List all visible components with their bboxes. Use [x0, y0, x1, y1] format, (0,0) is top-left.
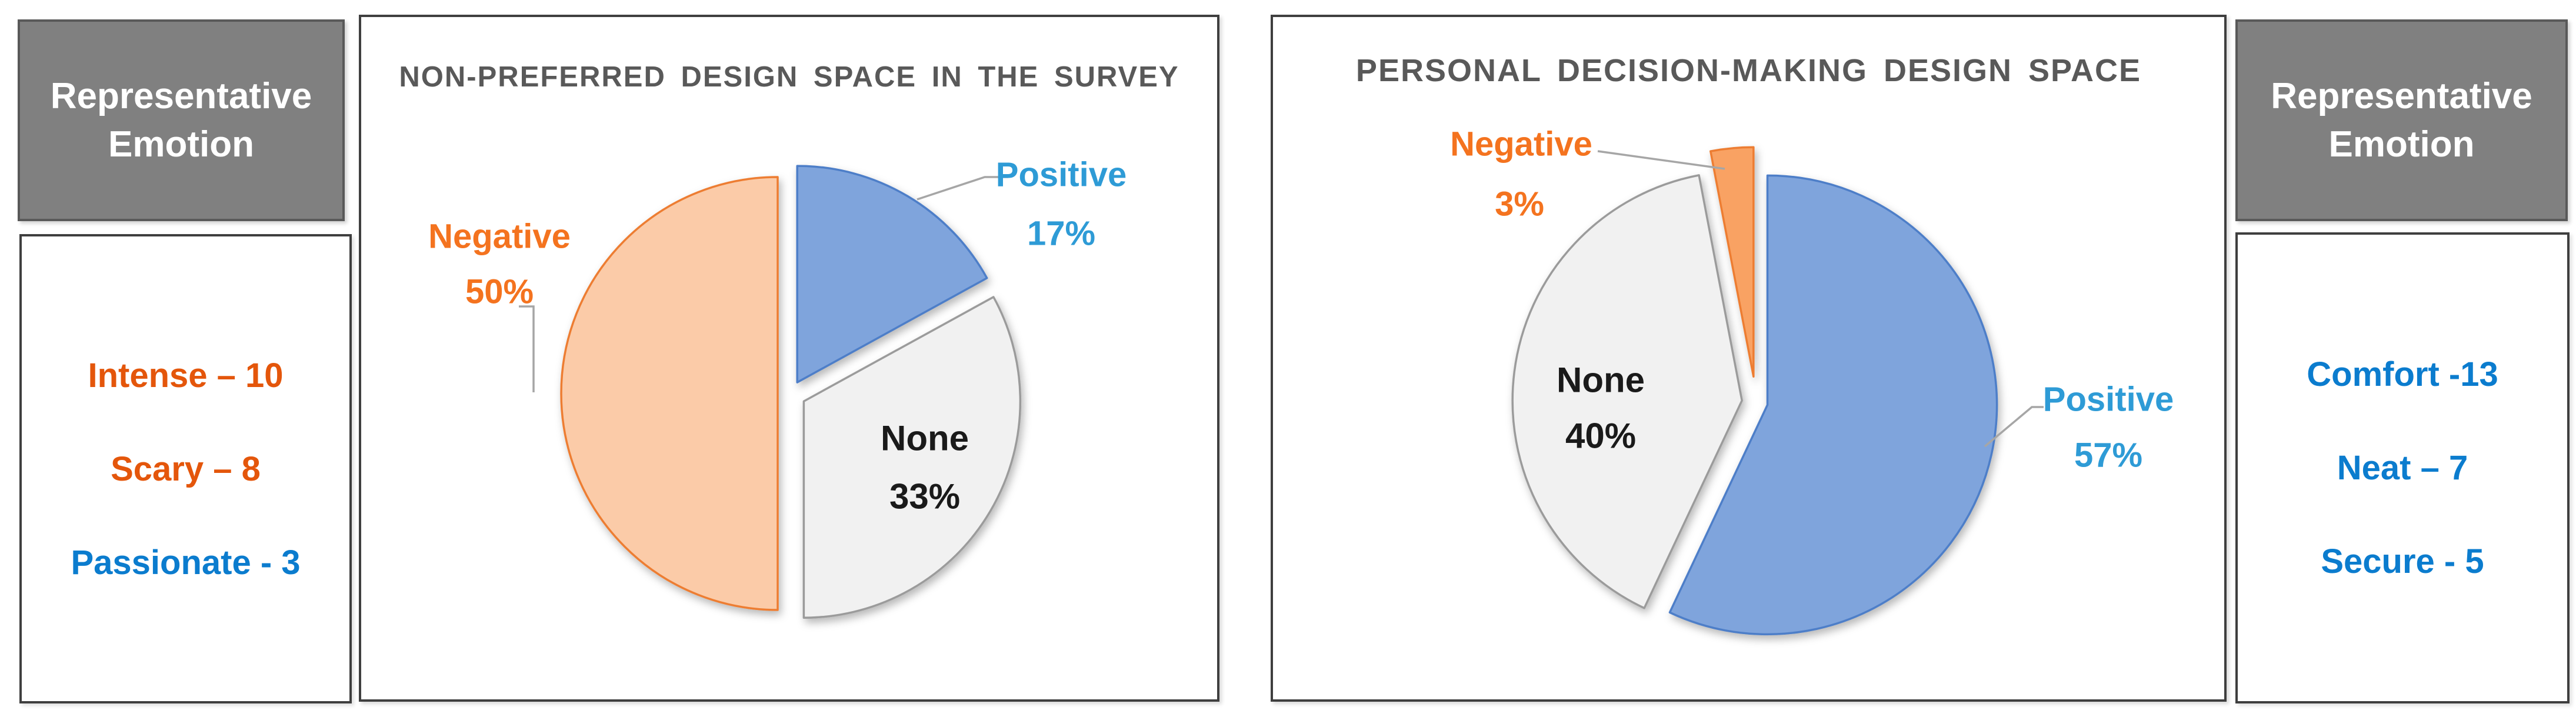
chart-title: NON-PREFERRED DESIGN SPACE IN THE SURVEY [399, 61, 1179, 93]
pie-chart-personal-decision [1511, 146, 2044, 636]
slice-pct-negative: 3% [1495, 185, 1544, 224]
slice-label-none: None [1557, 360, 1645, 400]
slice-pct-positive: 17% [1027, 214, 1096, 253]
pie-slice-none [802, 296, 1022, 619]
pie-slice-none [1511, 174, 1743, 609]
left-header-label: Representative Emotion [50, 75, 312, 165]
pie-chart-non-preferred [519, 165, 1022, 619]
list-item: Intense – 10 [88, 356, 284, 395]
left-representative-emotion-header: Representative Emotion [18, 19, 345, 221]
pie-chart-panel-personal-decision: PERSONAL DECISION-MAKING DESIGN SPACE Ne… [1271, 15, 2227, 702]
slice-pct-negative: 50% [465, 272, 534, 311]
right-header-label: Representative Emotion [2271, 75, 2532, 165]
right-emotion-list: Comfort -13 Neat – 7 Secure - 5 [2235, 232, 2570, 703]
list-item: Passionate - 3 [71, 543, 301, 582]
label-leader-line [1597, 150, 1725, 170]
list-item: Neat – 7 [2337, 449, 2468, 487]
pie-slice-positive [796, 165, 988, 383]
slice-label-positive: Positive [2042, 380, 2174, 419]
chart-title: PERSONAL DECISION-MAKING DESIGN SPACE [1355, 53, 2142, 88]
pie-slice-positive [1668, 174, 1998, 636]
slice-label-negative: Negative [1450, 125, 1592, 164]
pie-chart-panel-non-preferred: NON-PREFERRED DESIGN SPACE IN THE SURVEY… [359, 15, 1219, 702]
pie-slice-negative [1709, 146, 1755, 378]
slice-pct-none: 33% [889, 476, 961, 516]
label-leader-line [519, 305, 535, 392]
slice-pct-positive: 57% [2074, 436, 2143, 475]
slice-label-none: None [881, 418, 969, 458]
right-representative-emotion-header: Representative Emotion [2235, 19, 2568, 221]
list-item: Comfort -13 [2307, 355, 2498, 393]
slice-label-negative: Negative [428, 217, 571, 256]
list-item: Secure - 5 [2321, 542, 2484, 581]
slice-pct-none: 40% [1565, 416, 1637, 456]
list-item: Scary – 8 [111, 449, 261, 488]
label-leader-line [1984, 406, 2044, 448]
pie-slice-negative [560, 176, 779, 611]
slice-label-positive: Positive [995, 155, 1127, 194]
label-leader-line [917, 176, 1008, 201]
left-emotion-list: Intense – 10 Scary – 8 Passionate - 3 [19, 234, 352, 703]
